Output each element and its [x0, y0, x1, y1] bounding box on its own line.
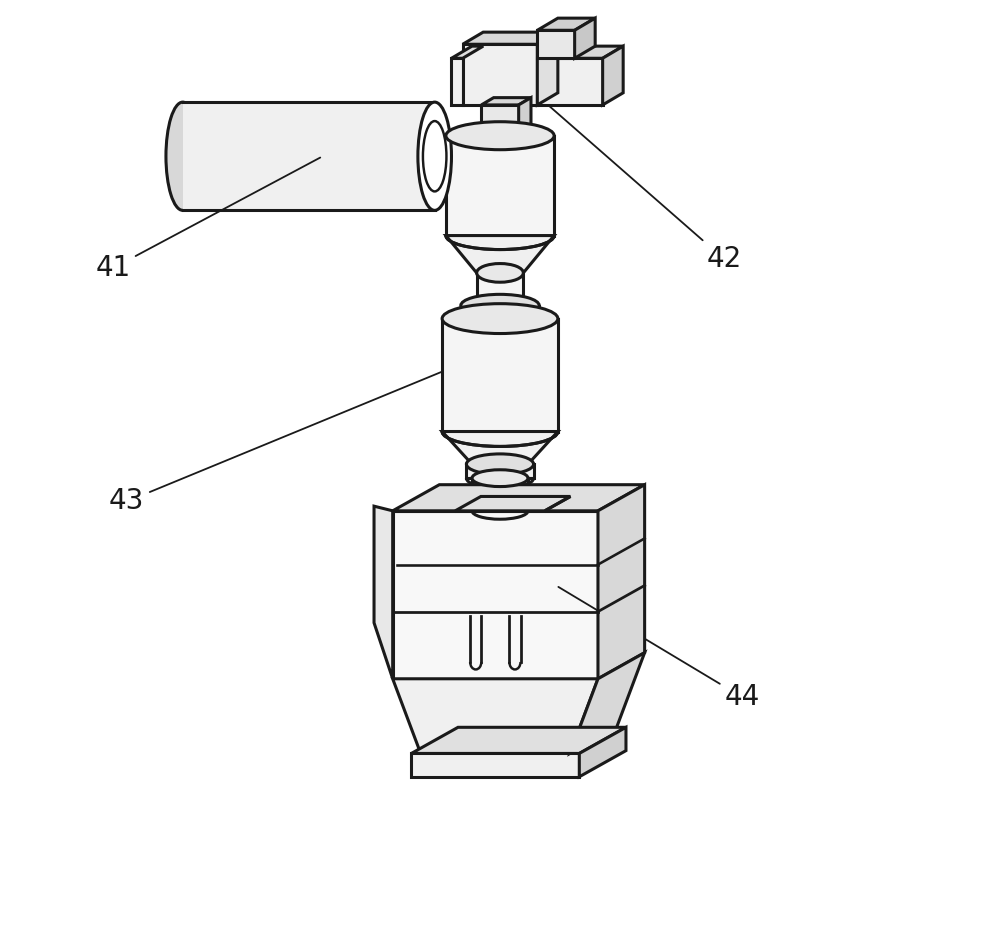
Ellipse shape	[423, 121, 446, 191]
Ellipse shape	[472, 470, 528, 487]
Polygon shape	[537, 32, 558, 105]
Ellipse shape	[461, 295, 539, 316]
Polygon shape	[537, 46, 623, 59]
Polygon shape	[545, 496, 570, 510]
Polygon shape	[481, 98, 531, 105]
Polygon shape	[537, 30, 575, 59]
Polygon shape	[570, 652, 645, 754]
Polygon shape	[537, 59, 603, 105]
Ellipse shape	[442, 304, 558, 333]
Ellipse shape	[477, 263, 523, 282]
Polygon shape	[446, 236, 554, 273]
Polygon shape	[579, 727, 626, 777]
Polygon shape	[455, 496, 570, 510]
Polygon shape	[393, 510, 598, 679]
Ellipse shape	[418, 102, 451, 210]
Polygon shape	[519, 98, 531, 135]
Polygon shape	[442, 318, 558, 432]
Ellipse shape	[466, 454, 534, 474]
Polygon shape	[451, 59, 463, 105]
Polygon shape	[393, 485, 645, 510]
Polygon shape	[466, 464, 534, 478]
Polygon shape	[537, 18, 595, 30]
Polygon shape	[477, 273, 523, 306]
Polygon shape	[411, 754, 579, 777]
Ellipse shape	[446, 122, 554, 150]
Text: 41: 41	[95, 157, 320, 282]
Polygon shape	[183, 102, 435, 210]
Polygon shape	[472, 478, 528, 510]
Polygon shape	[575, 18, 595, 59]
Polygon shape	[374, 506, 393, 679]
Polygon shape	[463, 45, 537, 105]
Polygon shape	[442, 432, 558, 464]
Polygon shape	[446, 135, 554, 236]
Polygon shape	[451, 46, 483, 59]
Text: 42: 42	[539, 98, 742, 273]
Polygon shape	[461, 306, 539, 318]
Ellipse shape	[166, 102, 200, 210]
Text: 43: 43	[109, 372, 441, 515]
Text: 44: 44	[558, 587, 760, 711]
Polygon shape	[461, 306, 539, 318]
Polygon shape	[393, 679, 598, 754]
Polygon shape	[481, 105, 519, 135]
Polygon shape	[411, 727, 626, 754]
Polygon shape	[463, 32, 558, 45]
Polygon shape	[603, 46, 623, 105]
Polygon shape	[598, 485, 645, 679]
